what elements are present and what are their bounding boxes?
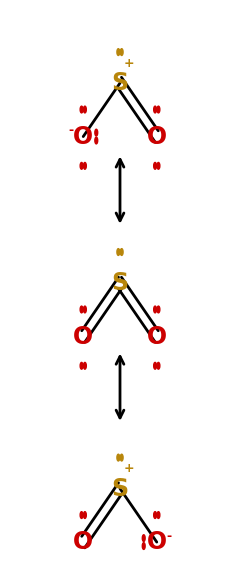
Text: S: S [111, 271, 129, 295]
Circle shape [84, 162, 86, 169]
Circle shape [84, 362, 86, 369]
Text: -: - [167, 530, 172, 543]
Circle shape [157, 162, 160, 169]
Circle shape [80, 106, 83, 113]
Circle shape [142, 535, 145, 542]
Text: S: S [111, 477, 129, 500]
Circle shape [84, 512, 86, 518]
Circle shape [117, 49, 120, 55]
Circle shape [80, 362, 83, 369]
Circle shape [117, 454, 120, 461]
Circle shape [154, 162, 156, 169]
Circle shape [120, 454, 123, 461]
Text: O: O [73, 125, 93, 148]
Circle shape [157, 512, 160, 518]
Circle shape [154, 306, 156, 313]
Text: O: O [147, 324, 167, 349]
Text: +: + [124, 57, 134, 70]
Text: O: O [73, 324, 93, 349]
Text: O: O [147, 530, 167, 554]
Text: +: + [124, 462, 134, 475]
Circle shape [95, 137, 98, 144]
Circle shape [84, 306, 86, 313]
Circle shape [120, 49, 123, 55]
Circle shape [80, 306, 83, 313]
Circle shape [157, 362, 160, 369]
Circle shape [154, 362, 156, 369]
Circle shape [157, 306, 160, 313]
Circle shape [117, 248, 120, 255]
Circle shape [120, 248, 123, 255]
Circle shape [84, 106, 86, 113]
Text: -: - [68, 125, 73, 138]
Text: S: S [111, 71, 129, 95]
Circle shape [95, 129, 98, 136]
Text: O: O [73, 530, 93, 554]
Circle shape [142, 543, 145, 550]
Circle shape [154, 106, 156, 113]
Circle shape [80, 512, 83, 518]
Circle shape [80, 162, 83, 169]
Circle shape [157, 106, 160, 113]
Text: O: O [147, 125, 167, 148]
Circle shape [154, 512, 156, 518]
